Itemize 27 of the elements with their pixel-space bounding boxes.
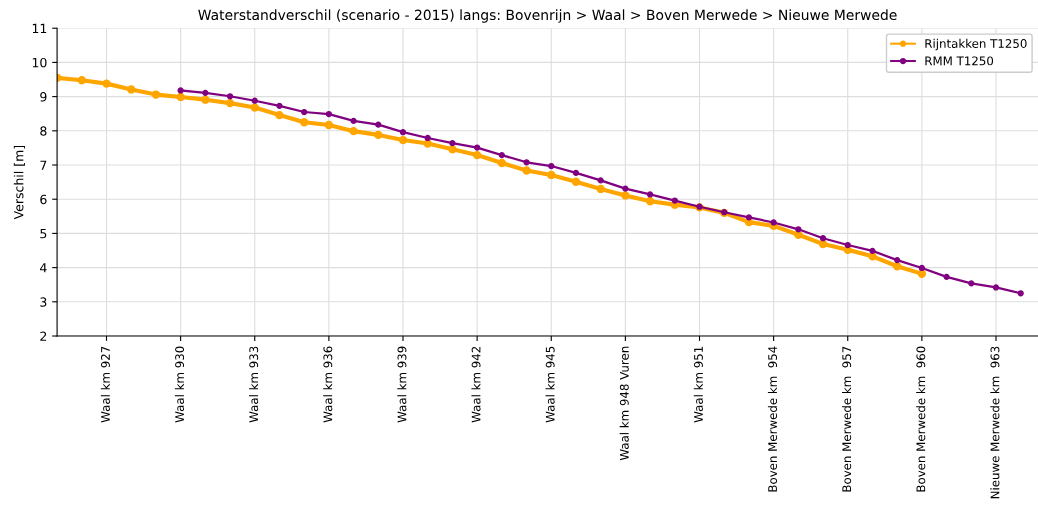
x-tick-label: Boven Merwede km 957 xyxy=(842,346,852,492)
x-tick-label: Nieuwe Merwede km 963 xyxy=(990,346,1000,499)
x-tick-label: Boven Merwede km 954 xyxy=(767,346,778,492)
x-tick-label: Waal km 948 Vuren xyxy=(619,346,629,461)
x-tick-label: Waal km 930 xyxy=(174,346,185,423)
y-tick-label: 8 xyxy=(40,126,47,136)
y-tick-label: 10 xyxy=(32,57,47,68)
legend-label: Rijntakken T1250 xyxy=(925,38,1027,51)
y-tick-label: 5 xyxy=(40,229,47,239)
x-tick-label: Waal km 939 xyxy=(397,346,407,423)
x-tick-label: Waal km 927 xyxy=(100,346,110,423)
y-tick-label: 6 xyxy=(40,194,47,205)
x-tick-label: Waal km 945 xyxy=(545,346,555,423)
y-tick-label: 9 xyxy=(40,92,47,102)
x-tick-label: Waal km 933 xyxy=(249,346,259,423)
y-tick-label: 2 xyxy=(40,331,47,341)
legend-label: RMM T1250 xyxy=(925,56,994,66)
x-tick-label: Boven Merwede km 960 xyxy=(916,346,926,492)
y-tick-label: 4 xyxy=(40,263,47,273)
y-tick-label: 3 xyxy=(40,297,47,307)
x-tick-label: Waal km 936 xyxy=(323,346,333,423)
chart-title: Waterstandverschil (scenario - 2015) langs: Bovenrijn > Waal > Boven Merwede > Nieuwe Merwede xyxy=(198,9,897,23)
y-axis-title: Verschil [m] xyxy=(13,145,25,220)
x-tick-label: Waal km 942 xyxy=(471,346,481,423)
y-tick-label: 11 xyxy=(32,23,47,33)
y-tick-label: 7 xyxy=(40,160,47,170)
x-tick-label: Waal km 951 xyxy=(693,346,703,423)
